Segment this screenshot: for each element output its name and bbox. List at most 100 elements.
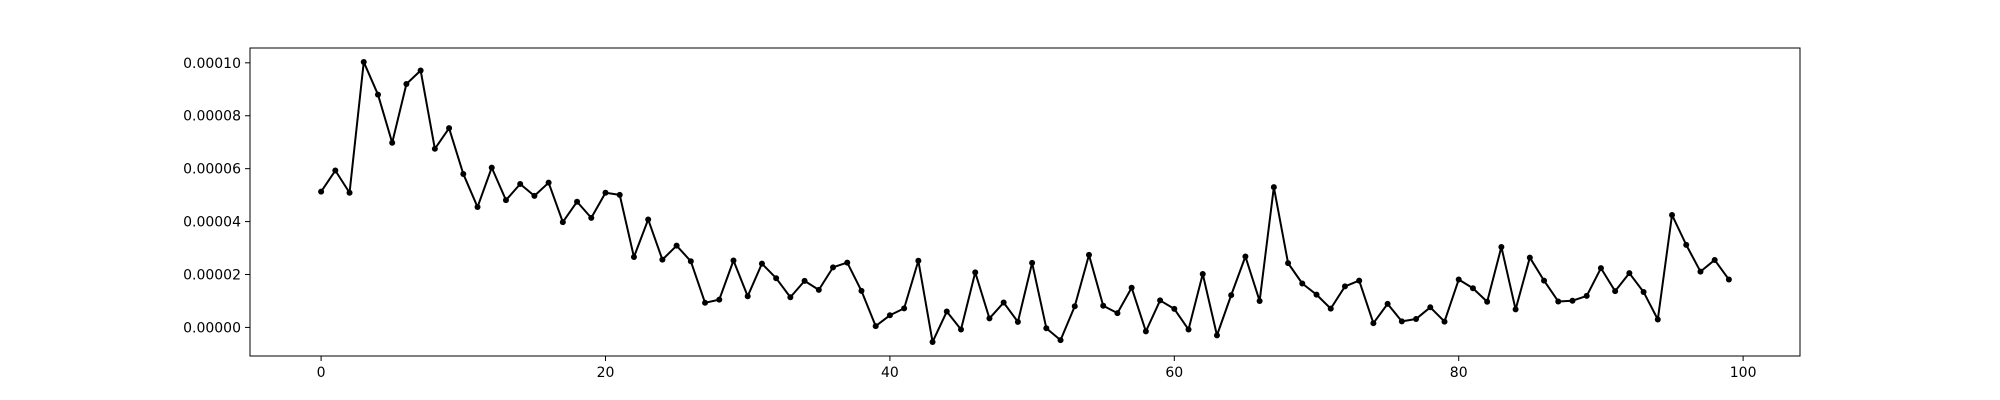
data-point xyxy=(531,192,538,199)
y-tick-label: 0.00008 xyxy=(183,109,241,125)
data-point xyxy=(1029,259,1036,266)
data-point xyxy=(1555,298,1562,305)
data-point xyxy=(360,59,367,66)
data-point xyxy=(346,189,353,196)
data-point xyxy=(1526,254,1533,261)
data-point xyxy=(958,326,965,333)
data-point xyxy=(787,294,794,301)
data-point xyxy=(574,198,581,205)
data-point xyxy=(758,260,765,267)
data-point xyxy=(1683,241,1690,248)
y-tick-label: 0.00000 xyxy=(183,320,241,336)
data-point xyxy=(943,308,950,315)
data-point xyxy=(1171,305,1178,312)
data-point xyxy=(630,254,637,261)
data-point xyxy=(1370,320,1377,327)
data-point xyxy=(545,179,552,186)
data-point xyxy=(1100,302,1107,309)
data-point xyxy=(673,242,680,249)
data-point xyxy=(1128,284,1135,291)
data-point xyxy=(1313,291,1320,298)
data-point xyxy=(844,259,851,266)
data-point xyxy=(389,139,396,146)
y-axis: 0.00000 0.00002 0.00004 0.00006 0.00008 0.000… xyxy=(183,56,250,336)
data-point xyxy=(1413,315,1420,322)
data-point xyxy=(1299,280,1306,287)
data-point xyxy=(1669,211,1676,218)
data-point xyxy=(1569,297,1576,304)
data-point xyxy=(815,286,822,293)
data-point xyxy=(374,91,381,98)
y-tick-label: 0.00004 xyxy=(183,215,241,231)
data-point xyxy=(318,188,325,195)
data-point xyxy=(417,67,424,74)
y-tick-label: 0.00006 xyxy=(183,162,241,178)
data-point xyxy=(1043,325,1050,332)
data-point xyxy=(1384,300,1391,307)
data-point xyxy=(1185,326,1192,333)
data-point xyxy=(986,315,993,322)
data-point xyxy=(1498,243,1505,250)
x-tick-label: 100 xyxy=(1730,365,1757,381)
data-point xyxy=(1327,305,1334,312)
data-point xyxy=(431,145,438,152)
data-point xyxy=(1427,304,1434,311)
x-tick-label: 60 xyxy=(1165,365,1183,381)
series-line-group xyxy=(318,59,1732,345)
y-tick-label: 0.00002 xyxy=(183,268,241,284)
data-point xyxy=(1085,251,1092,258)
data-point xyxy=(559,219,566,226)
data-point xyxy=(1469,285,1476,292)
data-point xyxy=(1142,328,1149,335)
data-point xyxy=(801,277,808,284)
data-point xyxy=(744,293,751,300)
data-point xyxy=(474,204,481,211)
data-point xyxy=(1213,332,1220,339)
x-tick-label: 20 xyxy=(597,365,615,381)
data-point xyxy=(1114,310,1121,317)
data-point xyxy=(645,216,652,223)
data-point xyxy=(972,269,979,276)
data-point xyxy=(1455,276,1462,283)
data-point xyxy=(1199,270,1206,277)
data-point xyxy=(460,170,467,177)
data-point xyxy=(730,257,737,264)
y-tick-label: 0.00010 xyxy=(183,56,241,72)
data-point xyxy=(929,338,936,345)
data-point xyxy=(502,197,509,204)
data-point xyxy=(773,275,780,282)
plot-area-frame xyxy=(249,47,1801,357)
x-axis: 0 20 40 60 80 100 xyxy=(317,356,1757,381)
data-point xyxy=(588,214,595,221)
x-tick-label: 0 xyxy=(317,365,326,381)
data-point xyxy=(1341,283,1348,290)
data-point xyxy=(1270,184,1277,191)
data-point xyxy=(659,256,666,263)
data-point xyxy=(886,312,893,319)
data-point xyxy=(1441,318,1448,325)
data-point xyxy=(1398,318,1405,325)
data-point xyxy=(1014,318,1021,325)
data-point xyxy=(517,181,524,188)
data-point xyxy=(915,257,922,264)
data-point xyxy=(1356,277,1363,284)
data-point xyxy=(1711,256,1718,263)
series-line xyxy=(320,61,1730,343)
data-point xyxy=(1000,299,1007,306)
data-point xyxy=(602,189,609,196)
data-point xyxy=(830,264,837,271)
data-point xyxy=(1228,292,1235,299)
data-point xyxy=(403,80,410,87)
data-point xyxy=(446,125,453,132)
data-point xyxy=(1541,277,1548,284)
data-point xyxy=(1484,298,1491,305)
data-point xyxy=(1626,270,1633,277)
data-point xyxy=(1612,288,1619,295)
data-point xyxy=(1071,303,1078,310)
data-point xyxy=(1697,268,1704,275)
data-point xyxy=(1725,276,1732,283)
data-point xyxy=(1512,306,1519,313)
data-point xyxy=(1654,316,1661,323)
data-point xyxy=(687,258,694,265)
